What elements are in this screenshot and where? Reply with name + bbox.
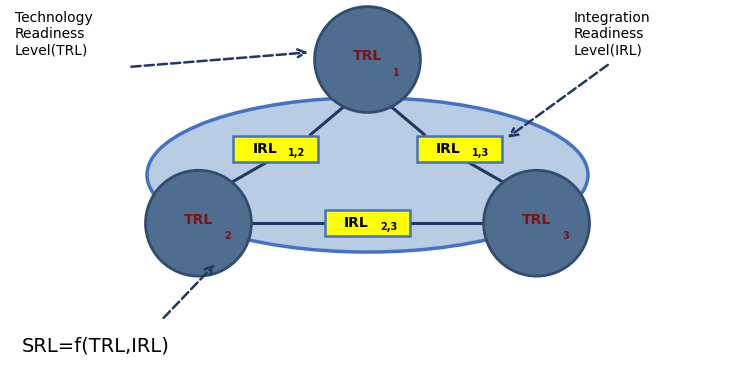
Text: IRL: IRL — [344, 216, 369, 230]
Ellipse shape — [146, 170, 251, 276]
Ellipse shape — [484, 170, 589, 276]
FancyBboxPatch shape — [417, 136, 501, 162]
Text: TRL: TRL — [184, 212, 213, 227]
Ellipse shape — [147, 97, 588, 252]
Text: Integration
Readiness
Level(IRL): Integration Readiness Level(IRL) — [573, 11, 650, 58]
Text: TRL: TRL — [353, 49, 382, 63]
Text: IRL: IRL — [252, 142, 277, 156]
FancyBboxPatch shape — [234, 136, 318, 162]
Text: 2: 2 — [224, 231, 231, 241]
Text: IRL: IRL — [436, 142, 461, 156]
Text: 3: 3 — [562, 231, 569, 241]
Text: 1: 1 — [393, 68, 400, 78]
Text: SRL=f(TRL,IRL): SRL=f(TRL,IRL) — [22, 336, 170, 356]
FancyBboxPatch shape — [325, 210, 410, 236]
Text: 2,3: 2,3 — [380, 222, 397, 232]
Ellipse shape — [315, 7, 420, 112]
Text: Technology
Readiness
Level(TRL): Technology Readiness Level(TRL) — [15, 11, 93, 58]
Text: 1,3: 1,3 — [472, 148, 489, 158]
Text: TRL: TRL — [522, 212, 551, 227]
Text: 1,2: 1,2 — [288, 148, 305, 158]
